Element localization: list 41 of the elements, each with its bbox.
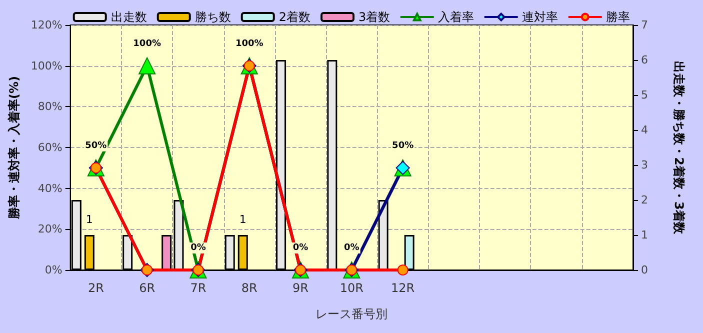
x-tick-label: 2R xyxy=(88,281,104,295)
data-label: 1 xyxy=(239,213,246,226)
y2-tick-label: 7 xyxy=(641,18,648,32)
legend-label: 勝ち数 xyxy=(194,10,231,24)
data-label: 0% xyxy=(190,243,206,253)
y-tick-label: 80% xyxy=(38,100,62,114)
data-label: 0% xyxy=(292,243,308,253)
legend-label: 入着率 xyxy=(438,10,474,24)
data-label: 100% xyxy=(133,38,161,49)
data-label: 100% xyxy=(235,38,264,49)
y-tick-label: 40% xyxy=(38,182,62,195)
x-tick-label: 7R xyxy=(190,281,206,295)
y-tick-label: 120% xyxy=(30,18,62,32)
legend-label: 連対率 xyxy=(522,10,558,24)
x-tick-label: 12R xyxy=(391,281,415,295)
legend-label: 2着数 xyxy=(278,10,311,24)
data-label: 1 xyxy=(86,213,93,226)
y-tick-label: 0% xyxy=(44,264,62,276)
legend-label: 3着数 xyxy=(358,10,390,24)
data-label: 50% xyxy=(392,140,414,151)
x-tick-label: 6R xyxy=(139,281,156,295)
data-label: 0% xyxy=(344,243,360,253)
y2-tick-label: 5 xyxy=(641,88,648,102)
x-axis-title: レース番号別 xyxy=(316,307,388,321)
legend-label: 出走数 xyxy=(110,10,147,24)
y2-tick-label: 1 xyxy=(641,228,648,242)
x-tick-label: 8R xyxy=(241,281,258,295)
y-tick-label: 100% xyxy=(30,59,62,72)
legend-label: 勝率 xyxy=(606,10,630,24)
y2-axis-title: 出走数・勝ち数・2着数・3着数 xyxy=(672,61,686,235)
y2-tick-label: 2 xyxy=(641,194,648,206)
y2-tick-label: 3 xyxy=(641,158,648,172)
x-tick-label: 9R xyxy=(292,281,309,295)
y-tick-label: 20% xyxy=(38,222,62,236)
y2-tick-label: 4 xyxy=(641,124,648,136)
data-label: 50% xyxy=(85,140,107,151)
y-axis-title: 勝率・連対率・入着率(%) xyxy=(7,76,21,220)
y2-tick-label: 0 xyxy=(641,264,648,276)
x-tick-label: 10R xyxy=(340,281,364,295)
y-tick-label: 60% xyxy=(38,141,62,154)
y2-tick-label: 6 xyxy=(641,54,648,66)
